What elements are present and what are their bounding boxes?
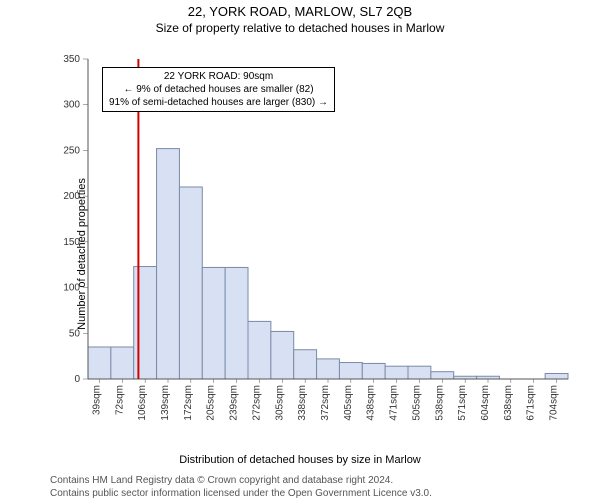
annotation-line3: 91% of semi-detached houses are larger (… xyxy=(109,96,328,109)
svg-text:0: 0 xyxy=(74,374,80,385)
histogram-bar xyxy=(271,331,294,379)
histogram-chart: 0 50 100 150 200 250 300 350 39sqm 72sqm 106sqm 139… xyxy=(50,49,580,429)
histogram-bar xyxy=(202,267,225,379)
x-tick-label: 205sqm xyxy=(206,385,217,421)
svg-text:300: 300 xyxy=(63,100,80,111)
histogram-bar xyxy=(294,350,317,379)
histogram-bar xyxy=(111,347,134,379)
histogram-bar xyxy=(339,363,362,379)
x-tick-label: 671sqm xyxy=(526,385,537,421)
x-tick-label: 338sqm xyxy=(297,385,308,421)
histogram-bar xyxy=(179,187,202,379)
histogram-bar xyxy=(88,347,111,379)
svg-text:100: 100 xyxy=(63,283,80,294)
histogram-bar xyxy=(362,363,385,379)
annotation-line1: 22 YORK ROAD: 90sqm xyxy=(109,70,328,83)
x-tick-label: 638sqm xyxy=(503,385,514,421)
x-tick-label: 438sqm xyxy=(366,385,377,421)
x-tick-label: 405sqm xyxy=(343,385,354,421)
svg-text:50: 50 xyxy=(69,328,81,339)
x-tick-label: 571sqm xyxy=(457,385,468,421)
histogram-bar xyxy=(134,267,157,379)
svg-text:200: 200 xyxy=(63,191,80,202)
x-tick-label: 704sqm xyxy=(549,385,560,421)
x-tick-label: 471sqm xyxy=(389,385,400,421)
copyright-line1: Contains HM Land Registry data © Crown c… xyxy=(50,474,432,487)
x-tick-label: 372sqm xyxy=(320,385,331,421)
copyright-notice: Contains HM Land Registry data © Crown c… xyxy=(50,474,432,500)
x-tick-label: 72sqm xyxy=(114,385,125,415)
sub-title: Size of property relative to detached ho… xyxy=(0,21,600,35)
copyright-line2: Contains public sector information licen… xyxy=(50,487,432,500)
histogram-bar xyxy=(408,366,431,379)
histogram-bar xyxy=(317,359,340,379)
x-tick-label: 604sqm xyxy=(480,385,491,421)
x-tick-label: 139sqm xyxy=(160,385,171,421)
histogram-bar xyxy=(545,374,568,379)
histogram-bar xyxy=(385,366,408,379)
svg-text:150: 150 xyxy=(63,237,80,248)
x-tick-label: 272sqm xyxy=(251,385,262,421)
x-tick-label: 239sqm xyxy=(229,385,240,421)
annotation-box: 22 YORK ROAD: 90sqm ← 9% of detached hou… xyxy=(102,67,335,112)
x-tick-label: 106sqm xyxy=(137,385,148,421)
x-tick-label: 172sqm xyxy=(183,385,194,421)
x-tick-label: 505sqm xyxy=(411,385,422,421)
x-tick-label: 39sqm xyxy=(91,385,102,415)
histogram-bar xyxy=(157,149,180,379)
x-tick-label: 538sqm xyxy=(434,385,445,421)
x-tick-label: 305sqm xyxy=(274,385,285,421)
x-axis-description: Distribution of detached houses by size … xyxy=(179,454,421,466)
annotation-line2: ← 9% of detached houses are smaller (82) xyxy=(109,83,328,96)
main-title: 22, YORK ROAD, MARLOW, SL7 2QB xyxy=(0,4,600,19)
svg-text:250: 250 xyxy=(63,145,80,156)
histogram-bar xyxy=(225,267,248,379)
histogram-bar xyxy=(248,321,271,379)
svg-text:350: 350 xyxy=(63,54,80,65)
histogram-bar xyxy=(431,372,454,379)
